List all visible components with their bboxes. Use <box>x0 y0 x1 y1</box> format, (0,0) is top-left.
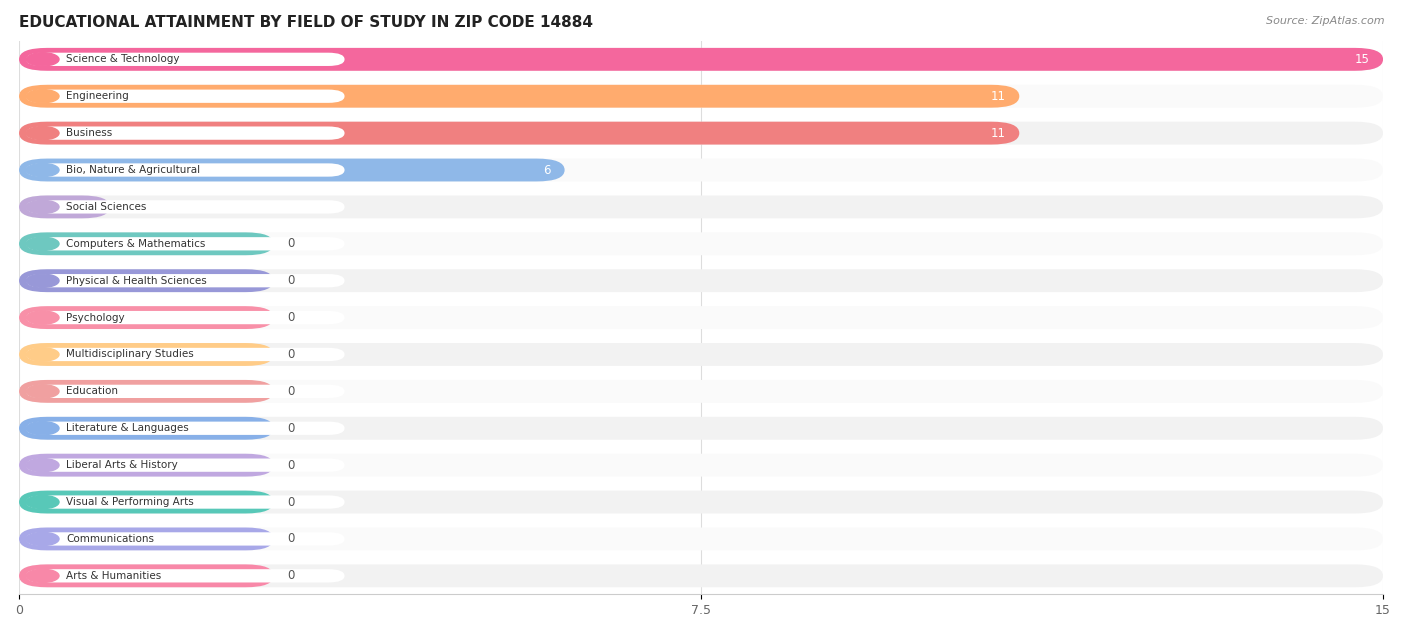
Text: Computers & Mathematics: Computers & Mathematics <box>66 239 205 249</box>
Circle shape <box>27 532 59 545</box>
FancyBboxPatch shape <box>27 237 344 250</box>
Text: Science & Technology: Science & Technology <box>66 54 180 64</box>
Circle shape <box>27 274 59 288</box>
Text: Source: ZipAtlas.com: Source: ZipAtlas.com <box>1267 16 1385 26</box>
FancyBboxPatch shape <box>20 490 1384 513</box>
FancyBboxPatch shape <box>27 569 344 583</box>
Text: Liberal Arts & History: Liberal Arts & History <box>66 460 179 470</box>
FancyBboxPatch shape <box>27 422 344 435</box>
Text: 0: 0 <box>287 274 295 287</box>
Text: 0: 0 <box>287 495 295 509</box>
Text: 0: 0 <box>287 569 295 582</box>
Text: Psychology: Psychology <box>66 313 125 322</box>
FancyBboxPatch shape <box>27 532 344 545</box>
FancyBboxPatch shape <box>27 311 344 324</box>
FancyBboxPatch shape <box>20 343 274 366</box>
Text: 0: 0 <box>287 459 295 471</box>
FancyBboxPatch shape <box>20 122 1019 145</box>
Text: Education: Education <box>66 386 118 396</box>
FancyBboxPatch shape <box>20 269 274 292</box>
Text: 0: 0 <box>287 237 295 250</box>
Circle shape <box>27 200 59 214</box>
Text: Multidisciplinary Studies: Multidisciplinary Studies <box>66 349 194 360</box>
FancyBboxPatch shape <box>20 195 1384 218</box>
Circle shape <box>27 495 59 509</box>
Text: Social Sciences: Social Sciences <box>66 202 146 212</box>
Circle shape <box>27 126 59 140</box>
Text: Bio, Nature & Agricultural: Bio, Nature & Agricultural <box>66 165 201 175</box>
FancyBboxPatch shape <box>20 48 1384 71</box>
Text: 0: 0 <box>287 385 295 398</box>
FancyBboxPatch shape <box>20 85 1019 107</box>
Text: 6: 6 <box>544 164 551 176</box>
Text: 1: 1 <box>89 200 96 214</box>
FancyBboxPatch shape <box>20 564 1384 587</box>
FancyBboxPatch shape <box>20 233 274 255</box>
FancyBboxPatch shape <box>20 159 565 181</box>
FancyBboxPatch shape <box>20 85 1384 107</box>
Text: EDUCATIONAL ATTAINMENT BY FIELD OF STUDY IN ZIP CODE 14884: EDUCATIONAL ATTAINMENT BY FIELD OF STUDY… <box>20 15 593 30</box>
FancyBboxPatch shape <box>20 380 1384 403</box>
Text: Engineering: Engineering <box>66 91 129 101</box>
FancyBboxPatch shape <box>20 269 1384 292</box>
FancyBboxPatch shape <box>20 48 1384 71</box>
FancyBboxPatch shape <box>20 417 274 440</box>
FancyBboxPatch shape <box>27 90 344 103</box>
Circle shape <box>27 90 59 103</box>
Text: 0: 0 <box>287 422 295 435</box>
FancyBboxPatch shape <box>27 385 344 398</box>
FancyBboxPatch shape <box>20 454 274 477</box>
Circle shape <box>27 422 59 435</box>
FancyBboxPatch shape <box>27 164 344 177</box>
FancyBboxPatch shape <box>20 417 1384 440</box>
Text: Literature & Languages: Literature & Languages <box>66 423 188 434</box>
Text: 11: 11 <box>991 126 1005 140</box>
FancyBboxPatch shape <box>20 564 274 587</box>
FancyBboxPatch shape <box>20 528 1384 550</box>
FancyBboxPatch shape <box>20 490 274 513</box>
FancyBboxPatch shape <box>27 458 344 472</box>
FancyBboxPatch shape <box>20 454 1384 477</box>
FancyBboxPatch shape <box>27 348 344 361</box>
Circle shape <box>27 52 59 66</box>
Circle shape <box>27 569 59 583</box>
FancyBboxPatch shape <box>27 495 344 509</box>
Circle shape <box>27 458 59 472</box>
FancyBboxPatch shape <box>20 122 1384 145</box>
Text: Arts & Humanities: Arts & Humanities <box>66 571 162 581</box>
Text: 0: 0 <box>287 532 295 545</box>
Text: 11: 11 <box>991 90 1005 103</box>
Circle shape <box>27 311 59 324</box>
Text: Business: Business <box>66 128 112 138</box>
Text: Physical & Health Sciences: Physical & Health Sciences <box>66 276 207 286</box>
FancyBboxPatch shape <box>27 200 344 214</box>
FancyBboxPatch shape <box>27 52 344 66</box>
FancyBboxPatch shape <box>27 126 344 140</box>
FancyBboxPatch shape <box>20 195 110 218</box>
FancyBboxPatch shape <box>20 306 1384 329</box>
Text: Visual & Performing Arts: Visual & Performing Arts <box>66 497 194 507</box>
Text: 0: 0 <box>287 348 295 361</box>
Circle shape <box>27 237 59 250</box>
FancyBboxPatch shape <box>20 528 274 550</box>
FancyBboxPatch shape <box>27 274 344 288</box>
Text: Communications: Communications <box>66 534 155 544</box>
Circle shape <box>27 348 59 361</box>
FancyBboxPatch shape <box>20 159 1384 181</box>
FancyBboxPatch shape <box>20 343 1384 366</box>
FancyBboxPatch shape <box>20 306 274 329</box>
FancyBboxPatch shape <box>20 233 1384 255</box>
FancyBboxPatch shape <box>20 380 274 403</box>
Text: 15: 15 <box>1354 53 1369 66</box>
Circle shape <box>27 164 59 177</box>
Circle shape <box>27 385 59 398</box>
Text: 0: 0 <box>287 311 295 324</box>
